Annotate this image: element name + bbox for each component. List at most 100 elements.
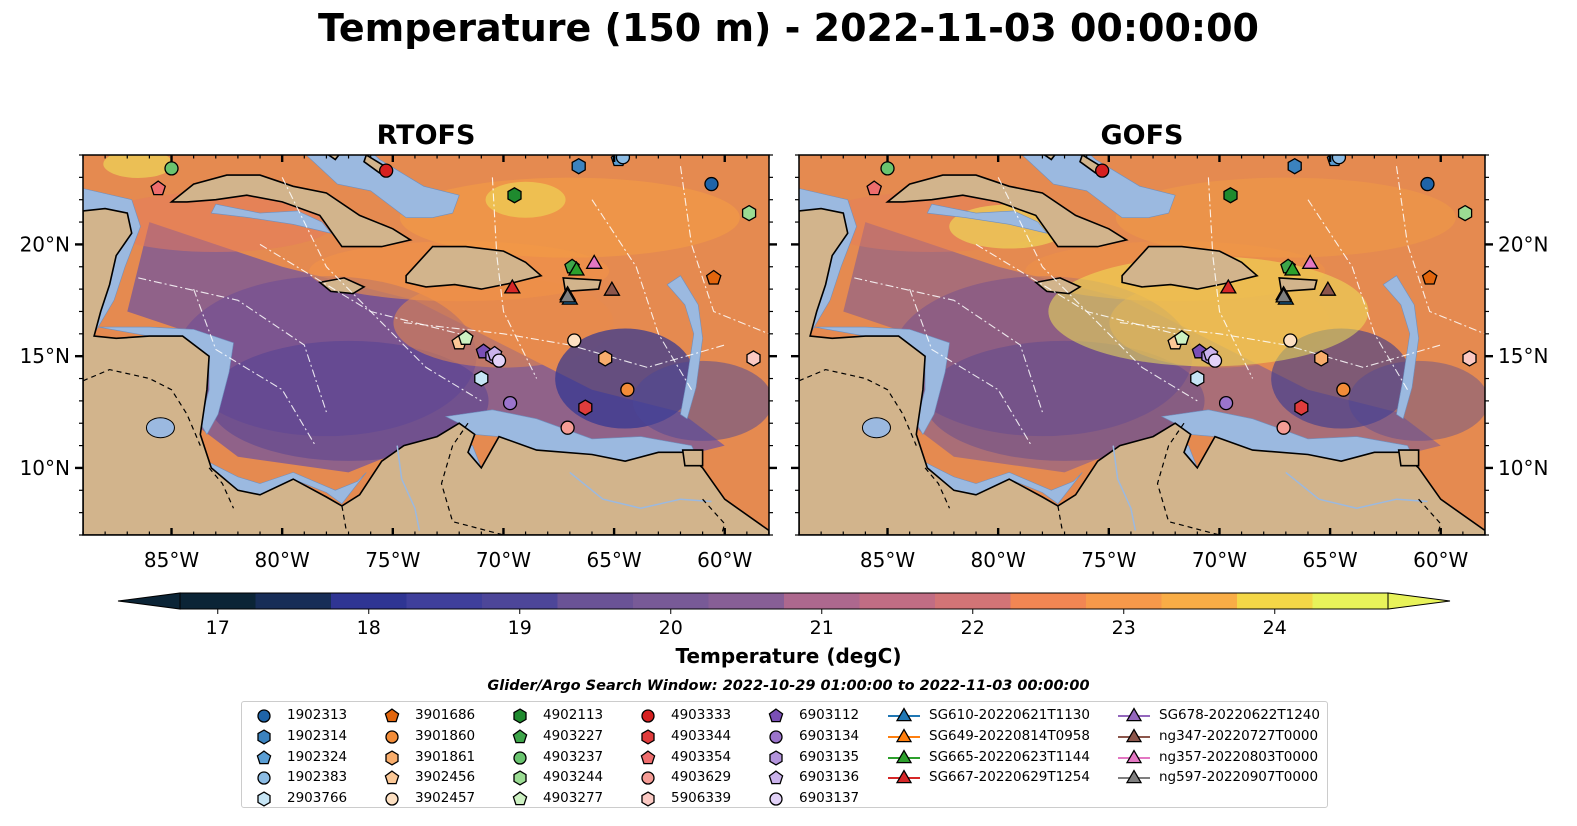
legend-label: 4903244	[543, 769, 604, 786]
legend-marker	[895, 707, 913, 722]
triangle-marker-icon	[888, 707, 920, 722]
legend-marker	[769, 749, 783, 766]
circle-marker-icon	[257, 771, 271, 786]
legend-marker	[769, 730, 783, 744]
shelf-cuba-s	[210, 203, 332, 234]
legend-marker	[257, 709, 271, 723]
colorbar-segment	[1010, 593, 1087, 609]
legend-marker	[385, 792, 399, 806]
land-north-america	[83, 207, 769, 535]
circle-marker-icon	[641, 709, 655, 723]
float-5906339	[1462, 350, 1477, 367]
colorbar-segment	[406, 593, 483, 609]
land-cuba	[169, 174, 413, 248]
legend-label: ng597-20220907T0000	[1159, 769, 1319, 786]
float-4903237	[164, 161, 179, 176]
hexagon-marker-icon	[513, 770, 527, 787]
shelf-bahamas	[305, 155, 460, 218]
shelf-lesser	[1382, 275, 1419, 420]
lon-tick-label: 65°W	[586, 548, 641, 572]
legend-marker	[1125, 707, 1143, 722]
float-4903629	[1276, 420, 1291, 435]
eez-boundary	[1307, 199, 1408, 390]
legend-label: 6903135	[799, 748, 860, 765]
legend-label: SG678-20220622T1240	[1159, 707, 1320, 723]
lake-nicaragua	[145, 417, 175, 439]
map-panel-gofs	[799, 155, 1485, 535]
glider-ng347	[1319, 280, 1337, 296]
glider-sg667	[1219, 278, 1237, 294]
float-3901860	[620, 382, 635, 397]
lat-tick-label: 20°N	[1498, 232, 1548, 256]
float-1902314	[571, 157, 586, 175]
map-frame	[82, 154, 770, 536]
shelf-cuba-s	[926, 203, 1048, 234]
lat-tick-label: 10°N	[20, 456, 70, 480]
colorbar-frame	[179, 592, 1389, 610]
lon-tick-label: 75°W	[365, 548, 420, 572]
pentagon-marker-icon	[256, 749, 272, 764]
circle-marker-icon	[385, 792, 399, 806]
hexagon-marker-icon	[769, 749, 783, 766]
legend-marker	[257, 729, 271, 745]
land-trinidad	[1397, 449, 1420, 467]
glider-sg665	[1283, 260, 1302, 276]
legend-label: 3902457	[415, 790, 476, 807]
temperature-anomaly	[95, 192, 336, 253]
lon-tick-label: 85°W	[860, 548, 915, 572]
land-hispaniola	[405, 245, 543, 290]
legend-marker	[513, 750, 527, 765]
triangle-marker-icon	[1118, 748, 1150, 763]
legend-label: 2903766	[287, 790, 348, 807]
circle-marker-icon	[769, 792, 783, 806]
glider-ng347	[603, 280, 621, 296]
temperature-anomaly	[399, 177, 740, 258]
legend-label: 3901860	[415, 727, 476, 744]
river-orinoco	[569, 471, 712, 509]
legend-marker	[1125, 748, 1143, 763]
pentagon-marker-icon	[384, 708, 400, 723]
float-2903766	[474, 370, 489, 387]
lat-tick-label: 15°N	[1498, 344, 1548, 368]
colorbar-tick-label: 21	[810, 617, 834, 639]
search-window-caption: Glider/Argo Search Window: 2022-10-29 01…	[487, 678, 1090, 694]
eez-boundary	[1207, 177, 1254, 379]
float-4903344	[578, 399, 593, 416]
lon-tick-label: 60°W	[697, 548, 752, 572]
float-4903237	[880, 161, 895, 176]
river-magdalena	[396, 445, 421, 531]
legend-label: 5906339	[671, 790, 732, 807]
country-border	[208, 467, 235, 509]
land-jamaica	[1033, 277, 1082, 295]
land-north-america	[799, 207, 1485, 535]
legend-marker	[384, 770, 400, 785]
colorbar-tick-label: 17	[206, 617, 230, 639]
float-1902313	[704, 176, 719, 192]
float-3901860	[1336, 382, 1351, 397]
legend-label: 1902314	[287, 727, 348, 744]
circle-marker-icon	[769, 730, 783, 744]
legend-label: 4903227	[543, 727, 604, 744]
float-4903244	[1457, 204, 1473, 222]
country-border	[1057, 505, 1063, 531]
legend-marker	[256, 749, 272, 764]
eez-boundary	[909, 288, 1032, 446]
legend-label: 3901686	[415, 707, 476, 723]
lat-tick-label: 15°N	[20, 344, 70, 368]
pentagon-marker-icon	[640, 749, 656, 764]
land-hispaniola	[1121, 245, 1259, 290]
float-6903137	[1207, 353, 1223, 368]
colorbar-segment	[1161, 593, 1238, 609]
float-4903354	[150, 180, 167, 196]
float-6903134	[1218, 395, 1234, 411]
hexagon-marker-icon	[641, 791, 655, 807]
colorbar-segment	[1312, 593, 1389, 609]
legend-label: SG610-20220621T1130	[929, 707, 1090, 723]
triangle-marker-icon	[888, 728, 920, 743]
temperature-anomaly	[924, 340, 1205, 461]
legend: 1902313 1902314 1902324 1902383 2903766 39016…	[241, 701, 1328, 808]
float-1902314	[1287, 157, 1302, 175]
float-4903333	[379, 163, 394, 178]
map-panel-rtofs	[83, 155, 769, 535]
